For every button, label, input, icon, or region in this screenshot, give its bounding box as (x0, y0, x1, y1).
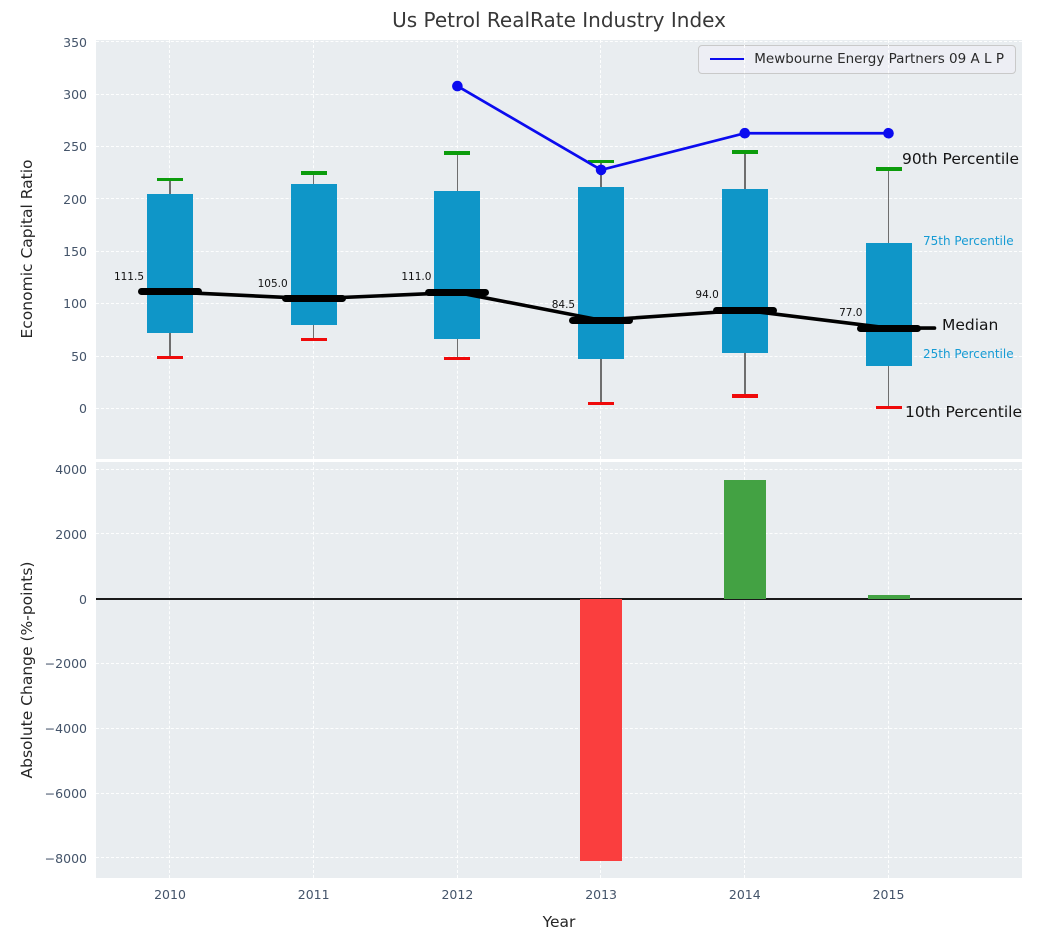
iqr-box-2012 (434, 190, 481, 339)
legend-label: Mewbourne Energy Partners 09 A L P (754, 51, 1004, 67)
x-tick-label-2012: 2012 (441, 887, 474, 902)
x-tick-label-2011: 2011 (297, 887, 330, 902)
y-tick-label: 350 (63, 34, 87, 50)
median-marker-2012 (425, 288, 490, 296)
cap-10th-percentile-2012 (444, 356, 471, 361)
cap-10th-percentile-2011 (300, 337, 327, 342)
gridline (312, 462, 314, 878)
company-line (456, 84, 889, 172)
xlabel-year: Year (542, 913, 576, 931)
change-bar-2013 (580, 599, 623, 861)
cap-10th-percentile-2013 (588, 401, 615, 406)
gridline (456, 462, 458, 878)
gridline (96, 857, 1022, 859)
x-tick-label-2014: 2014 (728, 887, 761, 902)
median-value-label-2015: 77.0 (839, 307, 863, 320)
gridline (96, 533, 1022, 535)
y-tick-label: 0 (79, 591, 87, 607)
y-tick-label: 50 (71, 348, 87, 364)
median-marker-2015 (856, 324, 921, 332)
y-tick-label: 200 (63, 191, 87, 207)
y-tick-label: 100 (63, 296, 87, 312)
gridline (96, 93, 1022, 95)
gridline (96, 355, 1022, 357)
cap-90th-percentile-2015 (875, 167, 902, 171)
gridline (744, 462, 745, 878)
x-tick-label-2010: 2010 (154, 887, 186, 902)
cap-10th-percentile-2010 (157, 355, 183, 360)
gridline (96, 792, 1022, 794)
median-value-label-2011: 105.0 (257, 277, 288, 290)
cap-10th-percentile-2014 (731, 394, 758, 398)
change-bar-2014 (723, 479, 766, 600)
iqr-box-2014 (721, 188, 768, 354)
change-bar-2015 (867, 595, 910, 600)
iqr-box-2011 (290, 183, 337, 325)
gridline (96, 727, 1022, 729)
gridline (169, 462, 171, 878)
y-tick-label: 300 (63, 86, 87, 102)
annotation-90th-percentile: 90th Percentile (902, 150, 1020, 169)
y-tick-label: 0 (79, 401, 87, 417)
x-tick-label-2013: 2013 (585, 887, 617, 902)
x-tick-label-2015: 2015 (872, 887, 905, 902)
median-marker-2014 (712, 306, 777, 314)
cap-90th-percentile-2012 (444, 151, 471, 155)
zero-line (96, 598, 1022, 600)
bottom-axes-bar-plot: 4000 2000 0 −2000 −4000 −6000 −8000 2010 2011 201… (45, 462, 1022, 902)
iqr-box-2013 (578, 186, 625, 360)
legend: Mewbourne Energy Partners 09 A L P (698, 45, 1016, 74)
cap-10th-percentile-2015 (875, 405, 902, 410)
annotation-10th-percentile: 10th Percentile (905, 402, 1023, 421)
gridline (96, 198, 1022, 200)
gridline (96, 146, 1022, 148)
gridline (887, 462, 889, 878)
median-value-label-2012: 111.0 (401, 271, 432, 284)
median-marker-2013 (569, 316, 634, 324)
y-tick-label: −8000 (44, 850, 87, 866)
y-tick-label: 250 (63, 139, 87, 155)
median-marker-2010 (138, 288, 202, 296)
legend-line-icon (710, 58, 745, 60)
median-marker-2011 (281, 295, 346, 303)
y-tick-label: −4000 (44, 721, 87, 737)
cap-90th-percentile-2010 (157, 177, 183, 182)
chart-title: Us Petrol RealRate Industry Index (392, 8, 726, 32)
cap-90th-percentile-2014 (731, 150, 758, 154)
annotation-median: Median (942, 315, 999, 334)
gridline (96, 407, 1022, 409)
y-tick-label: 150 (63, 244, 87, 260)
annotation-75th-percentile: 75th Percentile (923, 234, 1014, 249)
gridline (96, 663, 1022, 665)
iqr-box-2015 (865, 243, 912, 366)
y-tick-label: −6000 (44, 785, 87, 801)
median-value-label-2014: 94.0 (695, 289, 719, 302)
y-tick-label: −2000 (44, 656, 87, 672)
iqr-box-2010 (147, 193, 193, 334)
annotation-25th-percentile: 25th Percentile (923, 346, 1014, 361)
top-axes-percentile-plot: Mewbourne Energy Partners 09 A L P 350 30… (63, 35, 1023, 459)
y-tick-label: 4000 (55, 461, 87, 477)
median-value-label-2010: 111.5 (113, 270, 144, 283)
median-value-label-2013: 84.5 (551, 299, 576, 312)
y-tick-label: 2000 (55, 526, 87, 542)
gridline (96, 250, 1022, 252)
cap-90th-percentile-2013 (588, 159, 615, 164)
gridline (96, 41, 1022, 43)
gridline (96, 468, 1022, 470)
cap-90th-percentile-2011 (300, 171, 327, 175)
